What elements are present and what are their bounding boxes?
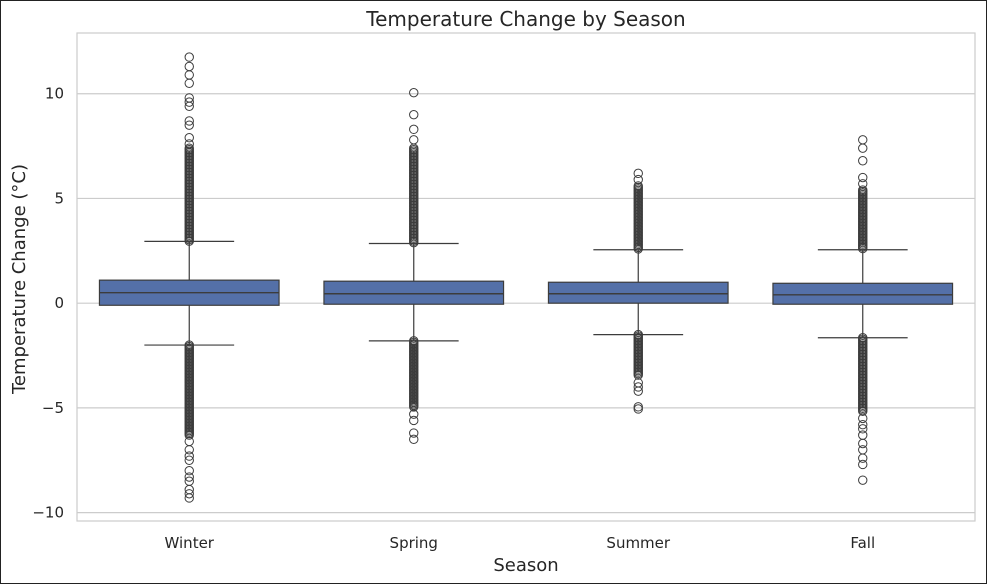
outlier-point [633, 168, 643, 179]
x-axis-ticks: Winter Spring Summer Fall [165, 534, 876, 552]
outlier-band-high [858, 243, 868, 254]
outlier-point [184, 61, 194, 72]
outlier-point [409, 87, 419, 98]
outlier-point [858, 135, 868, 145]
y-axis-ticks: −10 −5 0 5 10 [32, 85, 64, 522]
outlier-point [409, 124, 419, 135]
box-iqr [323, 280, 505, 305]
outlier-point [184, 466, 194, 476]
outlier-point [184, 445, 194, 455]
outlier-band-high [184, 236, 194, 246]
outlier-point [409, 415, 419, 426]
outlier-point [184, 116, 194, 126]
outlier-point [184, 97, 194, 107]
outlier-point [409, 135, 419, 145]
outlier-point [858, 156, 868, 166]
box-iqr [547, 281, 729, 304]
chart-title: Temperature Change by Season [365, 7, 685, 31]
box-group-summer [547, 168, 729, 414]
outlier-point [409, 428, 419, 438]
outlier-band-low [858, 406, 868, 416]
y-tick-label: 10 [45, 85, 64, 103]
outlier-point [184, 120, 194, 130]
outlier-point [858, 419, 868, 430]
outlier-point [858, 179, 868, 189]
y-tick-label: −10 [32, 504, 64, 522]
outlier-point [184, 139, 194, 149]
box-group-winter [98, 52, 280, 503]
outlier-point [858, 172, 868, 183]
y-tick-label: 0 [54, 294, 64, 312]
outlier-band-high [633, 244, 643, 254]
outlier-point [184, 489, 194, 499]
box-iqr [772, 282, 954, 305]
outlier-point [858, 424, 868, 434]
outlier-point [633, 382, 643, 392]
outlier-point [633, 386, 643, 396]
x-tick-label: Spring [390, 534, 438, 552]
box-group-spring [323, 87, 505, 445]
outlier-point [858, 413, 868, 424]
outlier-point [858, 453, 868, 463]
x-tick-label: Winter [165, 534, 215, 552]
x-tick-label: Summer [606, 534, 670, 552]
outlier-band-low [409, 402, 419, 412]
x-tick-label: Fall [850, 534, 875, 552]
outlier-point [184, 52, 194, 62]
outlier-point [633, 174, 643, 185]
plot-area [76, 32, 976, 522]
outlier-point [409, 434, 419, 445]
outlier-band-low [633, 370, 643, 380]
outlier-point [184, 133, 194, 143]
outlier-point [409, 409, 419, 419]
outlier-point [184, 493, 194, 503]
outlier-point [409, 109, 419, 120]
y-tick-label: 5 [54, 189, 64, 207]
x-axis-label: Season [493, 555, 558, 576]
outlier-point [184, 451, 194, 461]
outlier-point [633, 404, 643, 414]
outlier-point [858, 475, 868, 485]
outlier-point [858, 459, 868, 470]
outlier-point [184, 455, 194, 465]
outlier-band-low [184, 430, 194, 440]
outlier-point [184, 93, 194, 103]
y-tick-label: −5 [42, 399, 64, 417]
outlier-band-high [409, 237, 419, 248]
y-axis-label: Temperature Change (°C) [9, 164, 30, 395]
outlier-point [858, 438, 868, 449]
outlier-point [184, 472, 194, 482]
box-group-fall [772, 135, 954, 485]
box-series [98, 52, 954, 503]
